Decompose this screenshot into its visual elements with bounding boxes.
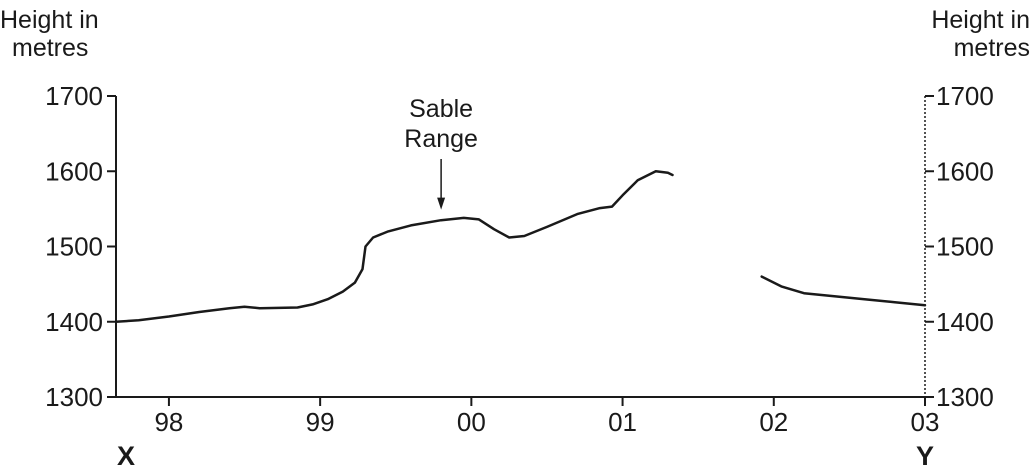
profile-line-segment-2 [760,275,927,307]
left-y-tick-label: 1500 [45,232,103,262]
right-axis-title-line-1: Height in [931,6,1030,34]
left-y-tick-label: 1700 [45,81,103,111]
right-y-tick-label: 1500 [936,232,994,262]
annotation-label-line-2: Range [404,125,478,153]
x-tick-label: 03 [911,407,940,437]
x-axis-start-label: X [117,441,135,468]
right-y-tick-label: 1700 [936,81,994,111]
x-tick-label: 98 [154,407,183,437]
annotation-label-line-1: Sable [409,95,473,123]
annotation-arrowhead [437,197,446,210]
x-tick-label: 02 [759,407,788,437]
x-tick-label: 99 [306,407,335,437]
right-axis-title-line-2: metres [954,34,1030,62]
profile-line-segment-1 [114,170,674,324]
left-axis-title-line-2: metres [12,34,88,62]
right-y-tick-label: 1400 [936,307,994,337]
left-y-tick-label: 1300 [45,382,103,412]
left-y-tick-label: 1600 [45,156,103,186]
left-axis-title-line-1: Height in [0,6,99,34]
x-axis-end-label: Y [916,441,934,468]
right-y-tick-label: 1300 [936,382,994,412]
x-tick-label: 01 [608,407,637,437]
right-y-tick-label: 1600 [936,156,994,186]
x-tick-label: 00 [457,407,486,437]
left-y-tick-label: 1400 [45,307,103,337]
